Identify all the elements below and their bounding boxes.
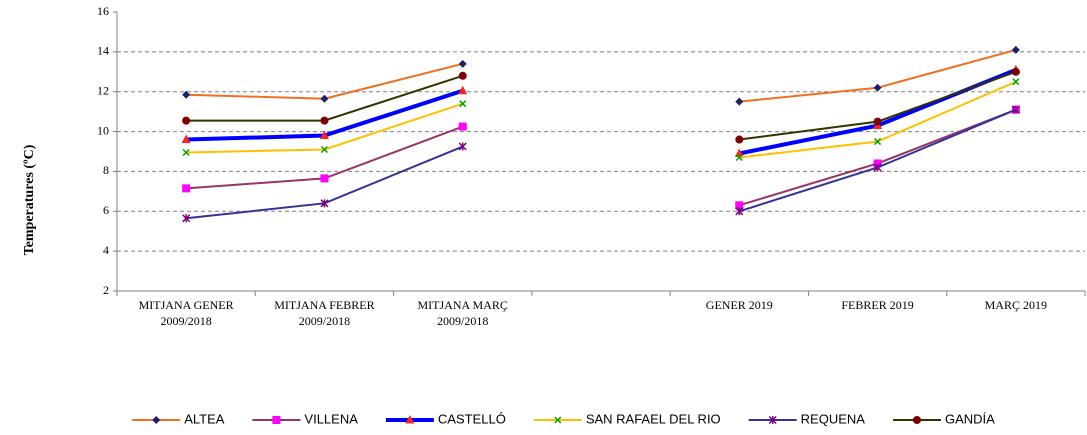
marker [1011,105,1020,114]
x-tick-label: MARÇ 2019 [984,298,1048,312]
line [186,108,1017,207]
series [182,78,1020,162]
marker [182,184,191,193]
legend-marker [912,416,921,424]
y-tick-label: 10 [97,123,109,137]
legend-label: CASTELLÓ [438,411,506,426]
y-tick-label: 6 [103,203,109,217]
x-tick-label-box: FEBRER 2019 [841,298,914,312]
x-tick-label: FEBRER 2019 [841,298,914,312]
y-tick-label: 4 [103,243,109,257]
y-tick-label: 12 [97,83,109,97]
series [182,45,1020,106]
line [186,67,1017,156]
marker [735,153,743,162]
marker [873,163,882,172]
x-tick-label-box: MITJANA GENER 2009/2018 [138,298,234,328]
legend-label: ALTEA [184,411,225,426]
y-tick-label: 16 [97,4,109,18]
marker [1012,78,1020,86]
legend-marker [554,416,562,424]
marker [458,142,467,151]
x-tick-label-box: MARÇ 2019 [984,298,1048,312]
legend-marker [768,415,777,425]
x-tick-label-box: MITJANA MARÇ 2009/2018 [417,298,508,328]
marker [320,116,329,125]
marker [873,117,882,126]
marker [320,174,329,183]
marker [735,135,744,144]
marker [458,71,467,80]
y-axis-label: Temperatures (ºC) [22,144,37,255]
y-tick-label: 2 [103,283,109,297]
marker [1011,45,1020,54]
x-tick-label: MITJANA MARÇ 2009/2018 [417,298,508,328]
marker [320,199,329,208]
x-tick-label: GENER 2019 [705,298,773,312]
x-tick-label: MITJANA FEBRER 2009/2018 [274,298,375,328]
marker [735,207,744,216]
marker [874,138,882,146]
line [186,108,1017,220]
x-tick-label: MITJANA GENER 2009/2018 [138,298,234,328]
marker [182,148,190,157]
series [181,64,1021,157]
legend: ALTEA VILLENA CASTELLÓ SAN RAFAEL DEL RIO RE… [132,411,995,426]
marker [458,85,468,95]
series [182,105,1020,223]
marker [735,97,744,106]
marker [181,134,191,144]
x-tick-label-box: GENER 2019 [705,298,773,312]
marker [458,122,467,131]
line [186,48,1017,103]
marker [320,145,328,154]
legend-label: SAN RAFAEL DEL RIO [586,411,721,426]
legend-marker [152,416,161,424]
marker [182,214,191,223]
marker [182,90,191,99]
legend-label: REQUENA [801,411,866,426]
marker [873,83,882,92]
y-tick-label: 8 [103,163,109,177]
marker [319,130,329,140]
marker [1011,67,1020,76]
marker [182,116,191,125]
legend-marker [272,416,281,424]
marker [459,100,467,108]
legend-label: VILLENA [304,411,358,426]
legend-marker [405,415,415,424]
y-tick-label: 14 [97,44,109,58]
line [186,70,1017,141]
x-tick-label-box: MITJANA FEBRER 2009/2018 [274,298,375,328]
marker [735,201,744,210]
marker [320,94,329,103]
series [182,67,1020,144]
legend-label: GANDÍA [945,411,995,426]
marker [458,59,467,68]
